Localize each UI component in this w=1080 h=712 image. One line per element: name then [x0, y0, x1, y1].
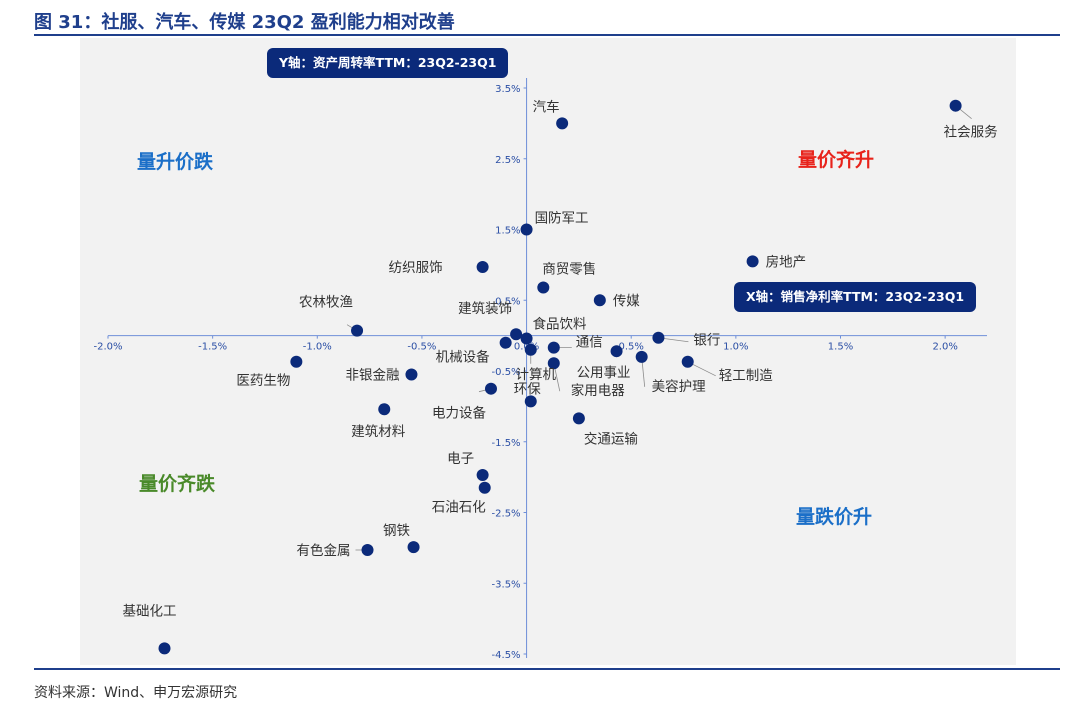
data-point	[476, 469, 489, 482]
data-point-label: 钢铁	[383, 523, 410, 539]
data-point-label: 房地产	[766, 254, 807, 270]
figure-title: 图 31：社服、汽车、传媒 23Q2 盈利能力相对改善	[34, 12, 455, 33]
data-point-label: 基础化工	[123, 602, 177, 619]
data-point	[949, 99, 962, 112]
data-point-label: 非银金融	[345, 368, 399, 384]
x-tick-label: 0.5%	[619, 342, 644, 353]
x-tick-label: 1.5%	[828, 342, 853, 353]
data-point-label: 电力设备	[432, 405, 486, 422]
data-point	[537, 281, 550, 294]
x-axis-title: X轴：销售净利率TTM：23Q2-23Q1	[734, 282, 977, 312]
data-point-label: 商贸零售	[542, 262, 596, 278]
data-point	[652, 331, 665, 344]
data-point	[746, 255, 759, 268]
data-point	[572, 412, 585, 425]
data-point-label: 机械设备	[436, 349, 490, 366]
data-point-label: 轻工制造	[719, 368, 773, 384]
data-point	[290, 355, 303, 368]
data-point-label: 食品饮料	[533, 315, 587, 332]
quadrant-label: 量跌价升	[796, 505, 872, 528]
data-point	[478, 481, 491, 494]
data-point	[158, 642, 171, 655]
data-point-label: 国防军工	[535, 211, 589, 227]
data-point	[524, 343, 537, 356]
data-point-label: 石油石化	[432, 500, 486, 516]
data-point-label: 社会服务	[944, 125, 998, 141]
x-tick-label: -1.5%	[198, 342, 227, 353]
x-tick-label: 2.0%	[932, 342, 957, 353]
data-point-label: 银行	[693, 333, 720, 349]
plot-area	[80, 38, 1016, 665]
data-point-label: 有色金属	[297, 542, 351, 559]
data-point	[499, 336, 512, 349]
x-tick-label: 1.0%	[723, 342, 748, 353]
data-point-label: 汽车	[533, 98, 560, 115]
data-point-label: 交通运输	[584, 430, 638, 447]
data-point	[476, 260, 489, 273]
x-tick-label: -1.0%	[303, 342, 332, 353]
y-tick-label: -0.5%	[492, 367, 521, 378]
data-point	[547, 357, 560, 370]
x-tick-label: -0.5%	[407, 342, 436, 353]
x-tick-label: -2.0%	[93, 342, 122, 353]
quadrant-label: 量价齐跌	[139, 472, 216, 495]
data-point-label: 计算机	[516, 367, 557, 383]
data-point	[407, 541, 420, 554]
data-point	[351, 324, 364, 337]
data-point-label: 通信	[576, 335, 603, 351]
data-point	[510, 328, 523, 341]
data-point	[361, 543, 374, 556]
data-point-label: 美容护理	[652, 378, 706, 395]
data-point-label: 环保	[514, 381, 541, 397]
quadrant-label: 量升价跌	[137, 150, 214, 173]
y-tick-label: -1.5%	[492, 438, 521, 449]
data-point-label: 传媒	[613, 293, 641, 309]
title-rule	[34, 34, 1060, 36]
data-point	[610, 345, 623, 358]
footer-rule	[34, 668, 1060, 670]
data-point-label: 家用电器	[571, 382, 625, 399]
data-point-label: 公用事业	[577, 365, 631, 381]
data-point-label: 纺织服饰	[389, 260, 443, 276]
y-tick-label: 0.5%	[495, 296, 520, 307]
data-point	[524, 395, 537, 408]
data-point	[547, 341, 560, 354]
y-tick-label: 2.5%	[495, 155, 520, 166]
source-note: 资料来源：Wind、申万宏源研究	[34, 685, 238, 701]
data-point	[378, 403, 391, 416]
data-point-label: 建筑材料	[351, 424, 405, 440]
y-axis-title: Y轴：资产周转率TTM：23Q2-23Q1	[267, 48, 509, 78]
quadrant-label: 量价齐升	[798, 148, 874, 171]
y-tick-label: -3.5%	[492, 579, 521, 590]
y-tick-label: -2.5%	[492, 509, 521, 520]
data-point	[405, 368, 418, 381]
data-point-label: 医药生物	[236, 373, 290, 389]
data-point-label: 农林牧渔	[299, 295, 353, 311]
y-tick-label: 3.5%	[495, 84, 520, 95]
data-point-label: 建筑装饰	[458, 301, 512, 317]
y-tick-label: -4.5%	[492, 650, 521, 661]
data-point	[520, 223, 533, 236]
data-point	[635, 350, 648, 363]
data-point-label: 电子	[447, 451, 474, 467]
y-tick-label: 1.5%	[495, 226, 520, 237]
data-point	[556, 117, 569, 130]
data-point	[484, 382, 497, 395]
data-point	[520, 332, 533, 345]
data-point	[681, 355, 694, 368]
data-point	[593, 294, 606, 307]
